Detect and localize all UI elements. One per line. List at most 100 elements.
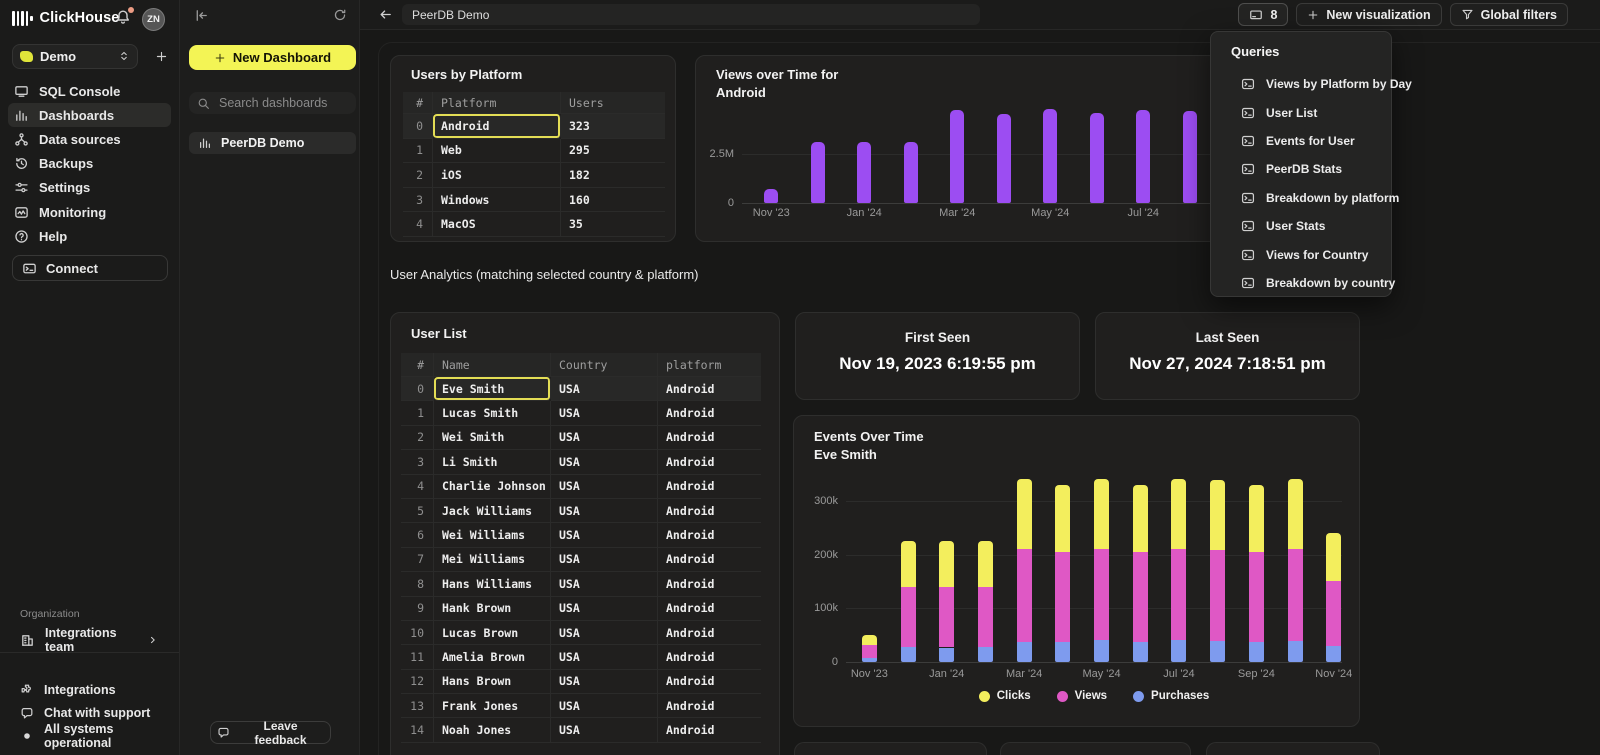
chart-bar-segment[interactable]	[978, 647, 993, 662]
table-cell[interactable]: USA	[551, 401, 658, 425]
table-cell[interactable]: 2	[401, 426, 434, 450]
table-cell[interactable]: USA	[551, 694, 658, 718]
query-item-peerdb-stats[interactable]: PeerDB Stats	[1211, 155, 1391, 183]
table-cell[interactable]: USA	[551, 670, 658, 694]
table-cell[interactable]: Frank Jones	[434, 694, 551, 718]
chart-bar-segment[interactable]	[1171, 549, 1186, 640]
chart-bar-segment[interactable]	[1288, 641, 1303, 662]
table-cell[interactable]: Android	[658, 523, 761, 547]
table-cell[interactable]: USA	[551, 499, 658, 523]
table-cell[interactable]: 10	[401, 621, 434, 645]
chart-bar-segment[interactable]	[1017, 479, 1032, 549]
search-dashboards-input[interactable]	[217, 95, 341, 111]
sidebar-item-backups[interactable]: Backups	[8, 152, 171, 176]
table-cell[interactable]: iOS	[433, 163, 561, 188]
chart-bar[interactable]	[1183, 111, 1197, 203]
table-row[interactable]: 14Noah JonesUSAAndroid	[401, 718, 761, 742]
chart-bar-segment[interactable]	[901, 541, 916, 587]
table-cell[interactable]: Noah Jones	[434, 718, 551, 742]
table-cell[interactable]: Hank Brown	[434, 597, 551, 621]
table-cell[interactable]: Android	[658, 718, 761, 742]
table-cell[interactable]: 9	[401, 597, 434, 621]
table-cell[interactable]: Web	[433, 139, 561, 164]
chart-bar-segment[interactable]	[901, 587, 916, 647]
table-cell[interactable]: 14	[401, 718, 434, 742]
table-cell[interactable]: Android	[658, 377, 761, 401]
table-cell[interactable]: 4	[403, 212, 433, 237]
chart-bar-segment[interactable]	[1133, 552, 1148, 641]
table-cell[interactable]: 323	[561, 114, 665, 139]
table-row[interactable]: 1Lucas SmithUSAAndroid	[401, 401, 761, 425]
chart-bar-segment[interactable]	[1249, 642, 1264, 662]
table-row[interactable]: 8Hans WilliamsUSAAndroid	[401, 572, 761, 596]
table-row[interactable]: 2Wei SmithUSAAndroid	[401, 426, 761, 450]
table-cell[interactable]: 0	[401, 377, 434, 401]
chart-bar-segment[interactable]	[1210, 550, 1225, 641]
sidebar-item-data-sources[interactable]: Data sources	[8, 127, 171, 151]
table-cell[interactable]: 6	[401, 523, 434, 547]
table-cell[interactable]: Lucas Smith	[434, 401, 551, 425]
chart-bar-segment[interactable]	[1133, 485, 1148, 553]
table-cell[interactable]: USA	[551, 718, 658, 742]
table-cell[interactable]: 7	[401, 548, 434, 572]
footer-item-all-systems-operational[interactable]: All systems operational	[8, 724, 171, 747]
chart-bar-segment[interactable]	[978, 541, 993, 587]
table-row[interactable]: 9Hank BrownUSAAndroid	[401, 597, 761, 621]
table-cell[interactable]: Android	[658, 499, 761, 523]
table-row[interactable]: 7Mei WilliamsUSAAndroid	[401, 548, 761, 572]
legend-item-views[interactable]: Views	[1057, 690, 1107, 702]
table-cell[interactable]: USA	[551, 475, 658, 499]
table-cell[interactable]: 5	[401, 499, 434, 523]
chart-bar-segment[interactable]	[1094, 549, 1109, 640]
table-cell[interactable]: Android	[433, 114, 561, 139]
table-cell[interactable]: 8	[401, 572, 434, 596]
table-row[interactable]: 3Windows160	[403, 188, 665, 213]
table-cell[interactable]: Hans Williams	[434, 572, 551, 596]
table-cell[interactable]: Android	[658, 450, 761, 474]
chart-bar-segment[interactable]	[862, 658, 877, 662]
collapse-panel-icon[interactable]	[194, 8, 209, 23]
dashboard-title-input[interactable]	[402, 4, 980, 25]
table-cell[interactable]: Android	[658, 548, 761, 572]
table-cell[interactable]: USA	[551, 377, 658, 401]
chart-bar-segment[interactable]	[939, 587, 954, 648]
chart-bar[interactable]	[997, 114, 1011, 203]
chart-bar-segment[interactable]	[1055, 552, 1070, 641]
table-cell[interactable]: Windows	[433, 188, 561, 213]
global-filters-button[interactable]: Global filters	[1450, 3, 1568, 26]
table-cell[interactable]: Amelia Brown	[434, 645, 551, 669]
table-cell[interactable]: 3	[401, 450, 434, 474]
legend-item-clicks[interactable]: Clicks	[979, 690, 1031, 702]
sidebar-item-help[interactable]: Help	[8, 224, 171, 248]
table-row[interactable]: 3Li SmithUSAAndroid	[401, 450, 761, 474]
table-row[interactable]: 11Amelia BrownUSAAndroid	[401, 645, 761, 669]
chart-bar-segment[interactable]	[1094, 640, 1109, 662]
query-item-breakdown-by-country[interactable]: Breakdown by country	[1211, 269, 1391, 297]
avatar[interactable]: ZN	[142, 8, 165, 31]
table-cell[interactable]: Mei Williams	[434, 548, 551, 572]
chart-bar-segment[interactable]	[1171, 479, 1186, 549]
chart-bar-segment[interactable]	[1055, 485, 1070, 553]
chart-bar-segment[interactable]	[1133, 642, 1148, 662]
chart-bar-segment[interactable]	[978, 587, 993, 647]
table-row[interactable]: 4Charlie JohnsonUSAAndroid	[401, 475, 761, 499]
queries-count-button[interactable]: 8	[1238, 3, 1288, 26]
table-cell[interactable]: USA	[551, 426, 658, 450]
footer-item-integrations[interactable]: Integrations	[8, 678, 171, 701]
query-item-events-for-user[interactable]: Events for User	[1211, 127, 1391, 155]
add-service-button[interactable]	[151, 46, 171, 66]
table-cell[interactable]: Charlie Johnson	[434, 475, 551, 499]
dashboard-list-item[interactable]: PeerDB Demo	[189, 132, 356, 154]
table-cell[interactable]: 1	[403, 139, 433, 164]
table-cell[interactable]: 160	[561, 188, 665, 213]
table-row[interactable]: 4MacOS35	[403, 212, 665, 237]
chart-bar[interactable]	[1136, 110, 1150, 203]
table-cell[interactable]: 3	[403, 188, 433, 213]
refresh-icon[interactable]	[333, 8, 347, 22]
legend-item-purchases[interactable]: Purchases	[1133, 690, 1209, 702]
table-cell[interactable]: Android	[658, 572, 761, 596]
dashboard-search[interactable]	[189, 92, 356, 114]
chart-bar-segment[interactable]	[1210, 480, 1225, 549]
chart-bar-segment[interactable]	[1171, 640, 1186, 662]
table-cell[interactable]: 295	[561, 139, 665, 164]
